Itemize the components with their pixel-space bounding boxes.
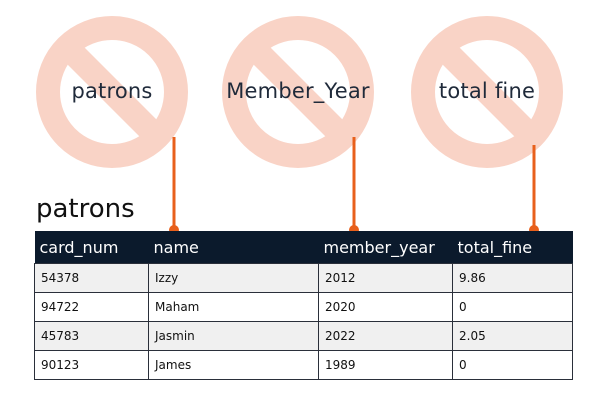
cell-name: James bbox=[148, 350, 319, 380]
cell-card-num: 94722 bbox=[34, 292, 149, 322]
table-row: 45783 Jasmin 2022 2.05 bbox=[34, 321, 573, 351]
prohibited-icon bbox=[222, 16, 374, 168]
label-total-fine: total fine bbox=[438, 79, 536, 103]
table-row: 54378 Izzy 2012 9.86 bbox=[34, 263, 573, 293]
cell-name: Jasmin bbox=[148, 321, 319, 351]
patrons-table: card_num name member_year total_fine 543… bbox=[34, 231, 573, 380]
cell-card-num: 90123 bbox=[34, 350, 149, 380]
cell-card-num: 54378 bbox=[34, 263, 149, 293]
label-member-year: Member_Year bbox=[226, 79, 370, 103]
cell-name: Izzy bbox=[148, 263, 319, 293]
cell-total-fine: 0 bbox=[452, 292, 573, 322]
connector-patrons bbox=[169, 137, 179, 235]
cell-total-fine: 2.05 bbox=[452, 321, 573, 351]
connector-member-year bbox=[349, 137, 359, 235]
column-header-total-fine: total_fine bbox=[452, 231, 573, 264]
column-header-name: name bbox=[148, 231, 319, 264]
connector-total-fine bbox=[529, 145, 539, 235]
column-header-card-num: card_num bbox=[34, 231, 149, 264]
cell-name: Maham bbox=[148, 292, 319, 322]
cell-total-fine: 0 bbox=[452, 350, 573, 380]
label-patrons: patrons bbox=[71, 79, 153, 103]
cell-member-year: 2020 bbox=[318, 292, 453, 322]
column-header-member-year: member_year bbox=[318, 231, 453, 264]
cell-member-year: 2012 bbox=[318, 263, 453, 293]
cell-member-year: 2022 bbox=[318, 321, 453, 351]
cell-total-fine: 9.86 bbox=[452, 263, 573, 293]
prohibited-icon bbox=[36, 16, 188, 168]
table-row: 94722 Maham 2020 0 bbox=[34, 292, 573, 322]
table-title: patrons bbox=[36, 194, 135, 224]
prohibited-icon bbox=[411, 16, 563, 168]
table-row: 90123 James 1989 0 bbox=[34, 350, 573, 380]
table-header-row: card_num name member_year total_fine bbox=[34, 231, 573, 264]
cell-card-num: 45783 bbox=[34, 321, 149, 351]
cell-member-year: 1989 bbox=[318, 350, 453, 380]
